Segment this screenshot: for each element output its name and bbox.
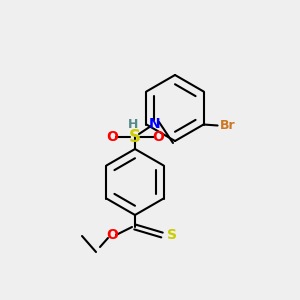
Text: N: N [149, 117, 161, 131]
Text: O: O [106, 228, 118, 242]
Text: S: S [129, 128, 141, 146]
Text: S: S [167, 228, 177, 242]
Text: Br: Br [220, 119, 235, 132]
Text: O: O [152, 130, 164, 144]
Text: O: O [106, 130, 118, 144]
Text: H: H [128, 118, 138, 130]
